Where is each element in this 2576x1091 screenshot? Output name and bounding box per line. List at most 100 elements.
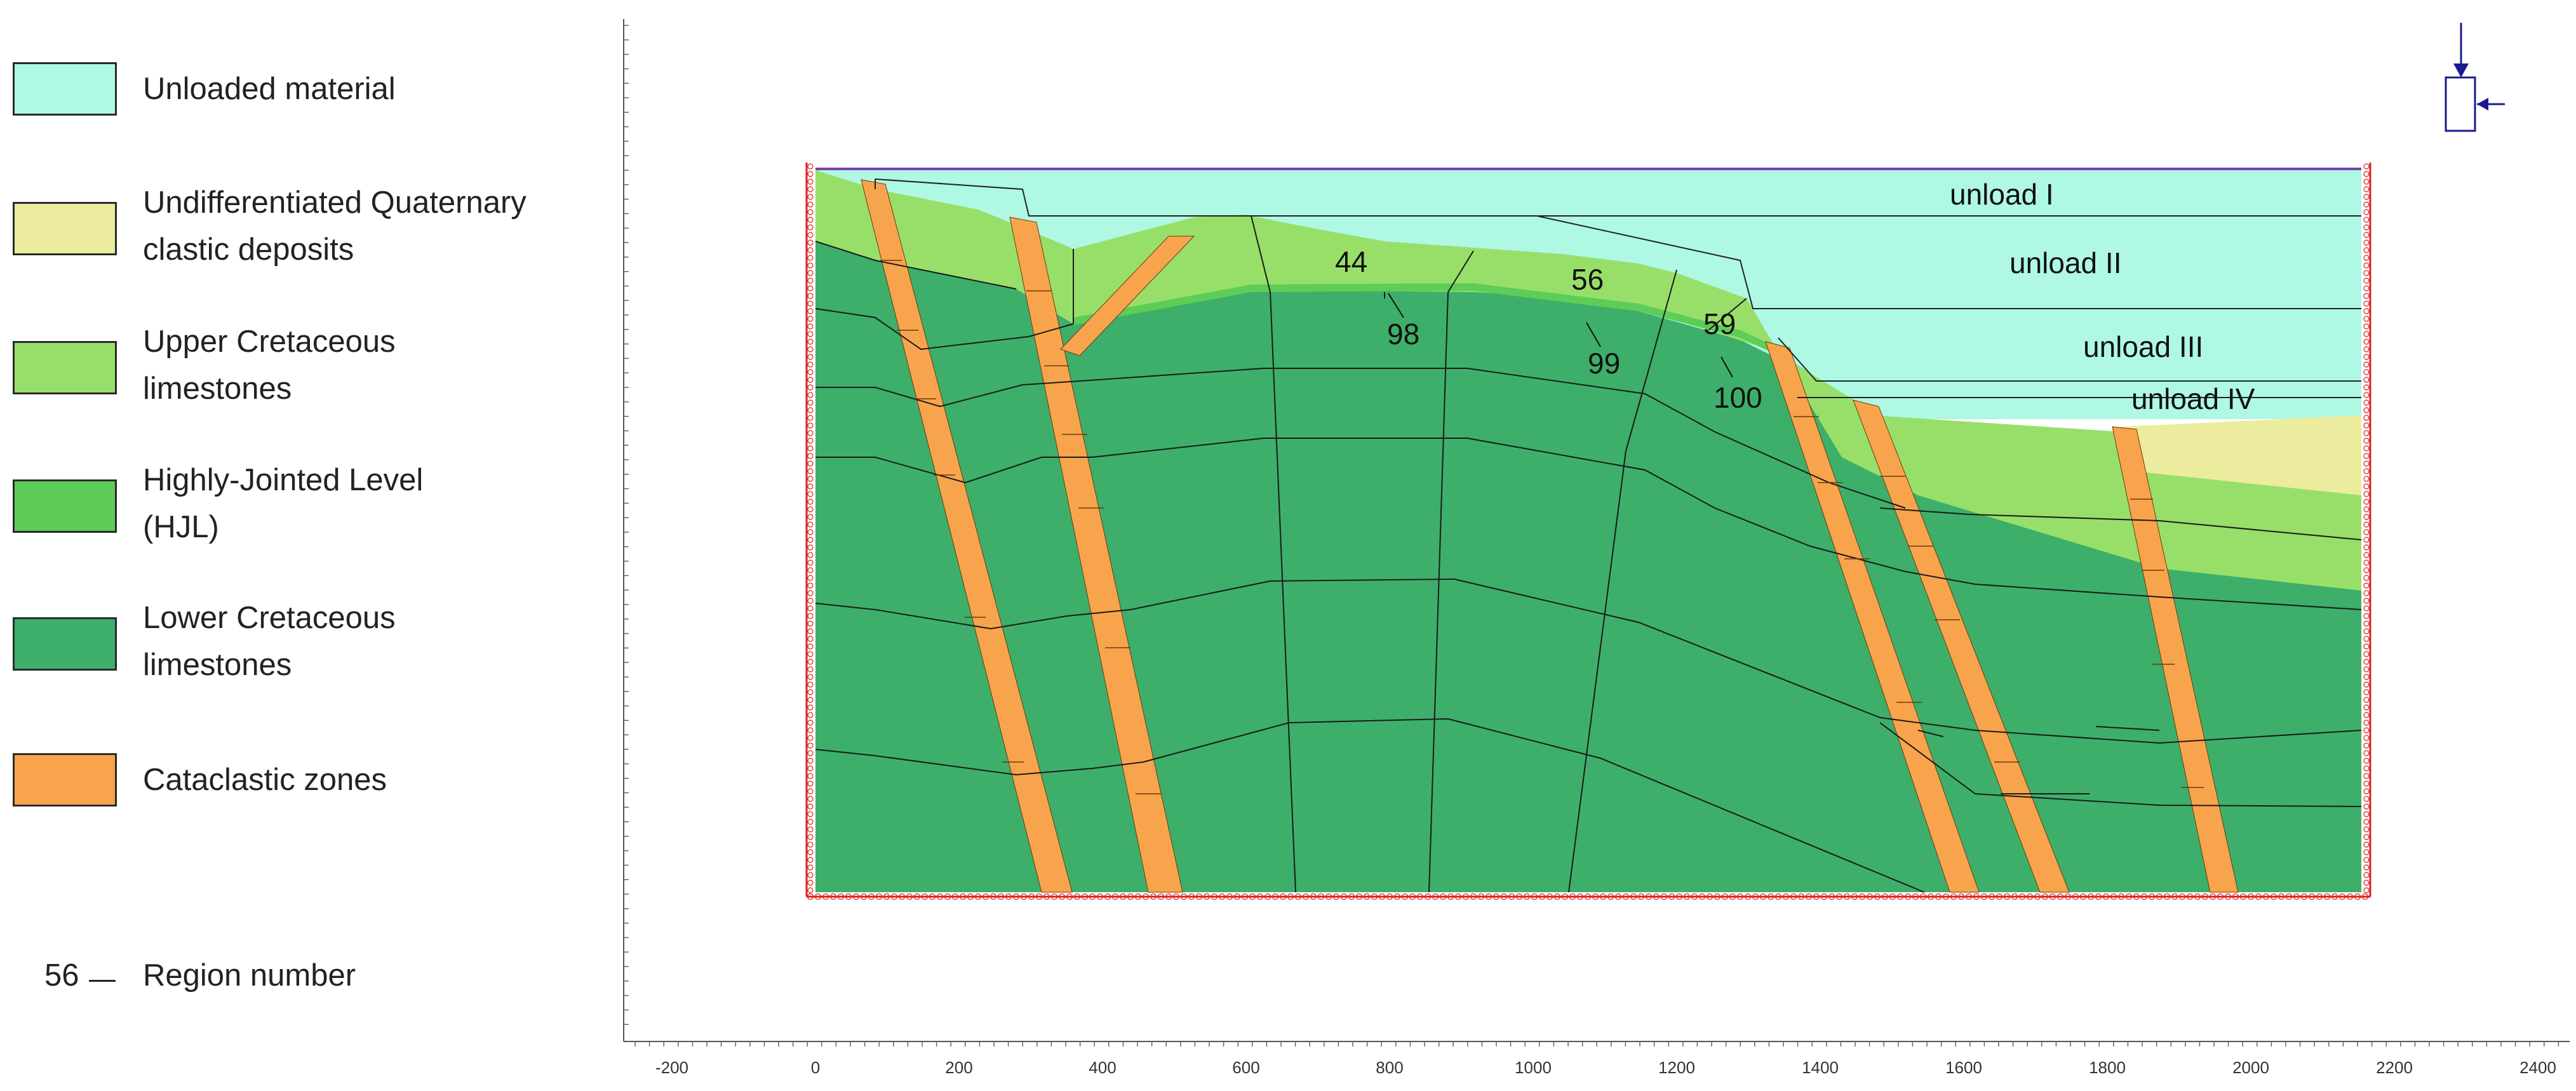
hatch-mark — [1432, 893, 1439, 900]
legend-label: Upper Cretaceous limestones — [143, 318, 613, 412]
hatch-mark — [2363, 338, 2370, 345]
hatch-mark — [2363, 780, 2370, 787]
unload-boundary-lines — [815, 168, 2361, 398]
hatch-mark — [807, 826, 814, 833]
legend-label-line1: Undifferentiated Quaternary — [143, 185, 527, 220]
hatch-mark — [807, 323, 814, 330]
hatch-mark — [2363, 636, 2370, 642]
hatch-mark — [1142, 893, 1150, 900]
hatch-mark — [807, 422, 814, 429]
hatch-mark — [1363, 893, 1371, 900]
legend-label: Unloaded material — [143, 65, 613, 112]
hatch-mark — [1508, 893, 1515, 900]
region-number-98: 98 — [1387, 318, 1419, 351]
hatch-mark — [1637, 893, 1645, 900]
hatch-mark — [1355, 893, 1363, 900]
hatch-mark — [807, 582, 814, 589]
hatch-mark — [1599, 893, 1607, 900]
hatch-mark — [807, 780, 814, 787]
hatch-mark — [1348, 893, 1355, 900]
hatch-mark — [2363, 308, 2370, 314]
y-tick-label-750: 750 — [610, 332, 612, 359]
hatch-mark — [1241, 893, 1249, 900]
hatch-mark — [837, 893, 845, 900]
hatch-mark — [959, 893, 967, 900]
hatch-mark — [2363, 750, 2370, 756]
unload-label-3: unload III — [2083, 330, 2203, 363]
hatch-mark — [2363, 575, 2370, 581]
hatch-mark — [2363, 582, 2370, 589]
hatch-mark — [1881, 893, 1889, 900]
hatch-mark — [807, 506, 814, 512]
hatch-mark — [1287, 893, 1294, 900]
region-number-59: 59 — [1703, 307, 1736, 340]
legend-label: Undifferentiated Quaternary clastic depo… — [143, 179, 613, 273]
hatch-mark — [2363, 354, 2370, 360]
hatch-mark — [2363, 796, 2370, 802]
hatch-mark — [936, 893, 944, 900]
hatch-mark — [2232, 893, 2239, 900]
hatch-mark — [2363, 163, 2370, 170]
region-leader-100 — [1721, 356, 1733, 378]
hatch-mark — [2095, 893, 2102, 900]
hatch-mark — [1957, 893, 1965, 900]
hatch-mark — [997, 893, 1005, 900]
hatch-mark — [1028, 893, 1035, 900]
hatch-mark — [1736, 893, 1744, 900]
hatch-mark — [807, 201, 814, 208]
hatch-mark — [929, 893, 936, 900]
hatch-mark — [2363, 544, 2370, 551]
hatch-mark — [807, 445, 814, 452]
hatch-mark — [1294, 893, 1302, 900]
x-tick-label-1800: 1800 — [2089, 1058, 2126, 1077]
hatch-mark — [2018, 893, 2026, 900]
hatch-mark — [807, 697, 814, 703]
hatch-mark — [807, 361, 814, 368]
hatch-mark — [2363, 369, 2370, 375]
region-number-44: 44 — [1335, 245, 1367, 278]
model-boundary-bottom — [807, 893, 2370, 900]
model-boundary-left — [805, 163, 814, 897]
hatch-mark — [1020, 893, 1028, 900]
hatch-mark — [2363, 217, 2370, 223]
hatch-mark — [2363, 620, 2370, 627]
y-axis-minor-ticks — [624, 25, 629, 1025]
y-tick-label-0: 0 — [610, 887, 612, 896]
hatch-mark — [2363, 880, 2370, 886]
hatch-mark — [807, 377, 814, 383]
hatch-mark — [807, 262, 814, 269]
hatch-mark — [2363, 567, 2370, 573]
hatch-mark — [2363, 689, 2370, 695]
hatch-mark — [1927, 893, 1935, 900]
hatch-mark — [1256, 893, 1264, 900]
hatch-mark — [807, 453, 814, 459]
hatch-mark — [807, 659, 814, 665]
swatch-cataclastic-zones — [13, 753, 117, 807]
hatch-mark — [807, 620, 814, 627]
hatch-mark — [2363, 590, 2370, 596]
hatch-mark — [2363, 742, 2370, 749]
hatch-mark — [2363, 803, 2370, 810]
hatch-mark — [1386, 893, 1393, 900]
hatch-mark — [1066, 893, 1073, 900]
hatch-mark — [807, 674, 814, 680]
hatch-mark — [2363, 834, 2370, 840]
hatch-mark — [1752, 893, 1759, 900]
hatch-mark — [2346, 893, 2354, 900]
hatch-mark — [1965, 893, 1973, 900]
hatch-mark — [807, 163, 814, 170]
hatch-mark — [883, 893, 890, 900]
hatch-mark — [1203, 893, 1211, 900]
hatch-mark — [807, 712, 814, 718]
hatch-mark — [2363, 819, 2370, 825]
hatch-mark — [1073, 893, 1081, 900]
hatch-mark — [2354, 893, 2361, 900]
hatch-mark — [1096, 893, 1104, 900]
swatch-upper-cretaceous — [13, 341, 117, 394]
hatch-mark — [2217, 893, 2224, 900]
hatch-mark — [2363, 278, 2370, 284]
hatch-mark — [807, 476, 814, 482]
hatch-mark — [807, 316, 814, 322]
hatch-mark — [2255, 893, 2262, 900]
hatch-mark — [1310, 893, 1317, 900]
